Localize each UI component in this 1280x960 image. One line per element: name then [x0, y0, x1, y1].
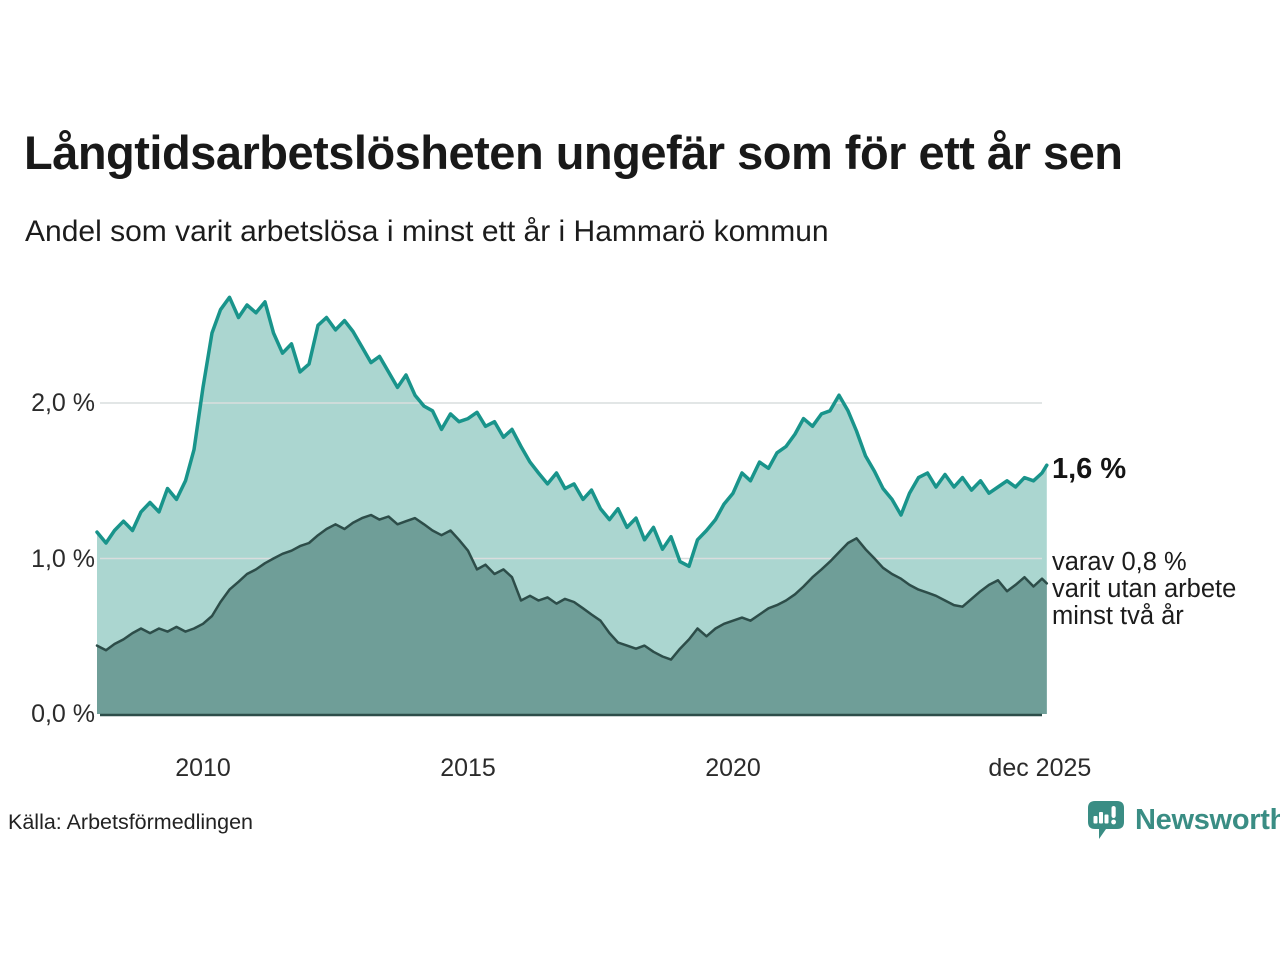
- gridlines: [100, 402, 1042, 560]
- y-tick-label: 0,0 %: [31, 700, 95, 728]
- chart-subtitle: Andel som varit arbetslösa i minst ett å…: [25, 215, 829, 248]
- source-credit: Källa: Arbetsförmedlingen: [8, 810, 254, 834]
- latest-value-label: 1,6 %: [1052, 453, 1127, 485]
- y-tick-label: 1,0 %: [31, 544, 95, 573]
- x-tick-label: dec 2025: [988, 754, 1092, 782]
- area-fill-minst-tva-ar: [97, 515, 1047, 714]
- newsworthy-logo: Newsworthy: [1086, 799, 1280, 845]
- x-tick-label: 2015: [440, 754, 496, 782]
- series-line-minst-tva-ar: [95, 513, 1049, 661]
- secondary-value-line-2: varit utan arbete: [1052, 575, 1237, 603]
- chart-title: Långtidsarbetslösheten ungefär som för e…: [24, 126, 1123, 179]
- brand-name: Newsworthy: [1135, 804, 1280, 836]
- secondary-value-label: varav 0,8 % varit utan arbete minst två …: [1052, 549, 1236, 630]
- bar-chart-speech-bubble-icon: [1088, 801, 1124, 839]
- x-tick-label: 2020: [705, 754, 761, 782]
- x-tick-label: 2010: [175, 754, 231, 782]
- secondary-value-line-3: minst två år: [1052, 602, 1184, 630]
- secondary-value-line-1: varav 0,8 %: [1052, 548, 1187, 576]
- series-line-minst-ett-ar: [95, 295, 1049, 569]
- y-tick-label: 2,0 %: [31, 389, 95, 417]
